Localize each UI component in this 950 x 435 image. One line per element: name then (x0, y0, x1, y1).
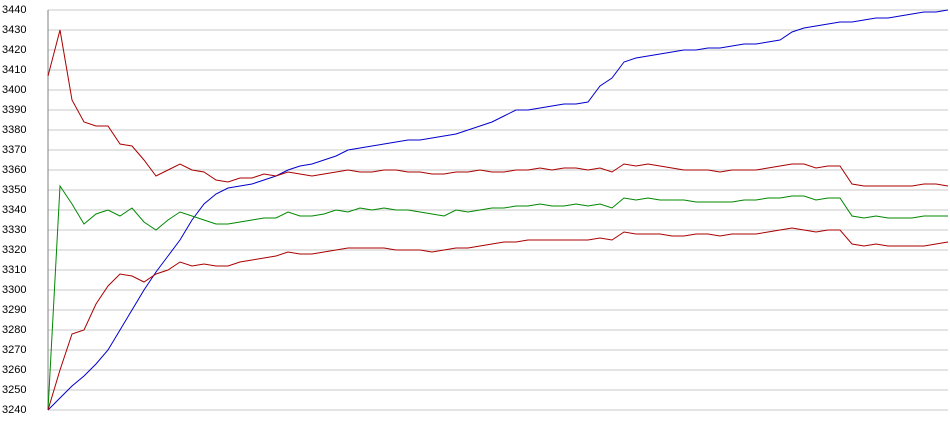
y-tick-label: 3350 (2, 184, 26, 196)
y-tick-label: 3430 (2, 24, 26, 36)
y-tick-label: 3440 (2, 4, 26, 16)
y-tick-label: 3410 (2, 64, 26, 76)
series-line (47, 29, 949, 187)
y-tick-label: 3260 (2, 364, 26, 376)
series-line (47, 184, 948, 411)
y-tick-label: 3270 (2, 344, 26, 356)
y-tick-label: 3250 (2, 384, 26, 396)
y-tick-label: 3280 (2, 324, 26, 336)
y-tick-label: 3240 (2, 404, 26, 416)
y-tick-label: 3400 (2, 84, 26, 96)
y-tick-label: 3420 (2, 44, 26, 56)
y-tick-label: 3380 (2, 124, 26, 136)
series-line (47, 227, 949, 411)
y-tick-label: 3330 (2, 224, 26, 236)
y-tick-label: 3310 (2, 264, 26, 276)
series-line (47, 9, 949, 411)
y-tick-label: 3360 (2, 164, 26, 176)
y-tick-label: 3300 (2, 284, 26, 296)
y-tick-label: 3290 (2, 304, 26, 316)
y-tick-label: 3370 (2, 144, 26, 156)
y-tick-label: 3320 (2, 244, 26, 256)
y-tick-label: 3390 (2, 104, 26, 116)
y-tick-label: 3340 (2, 204, 26, 216)
